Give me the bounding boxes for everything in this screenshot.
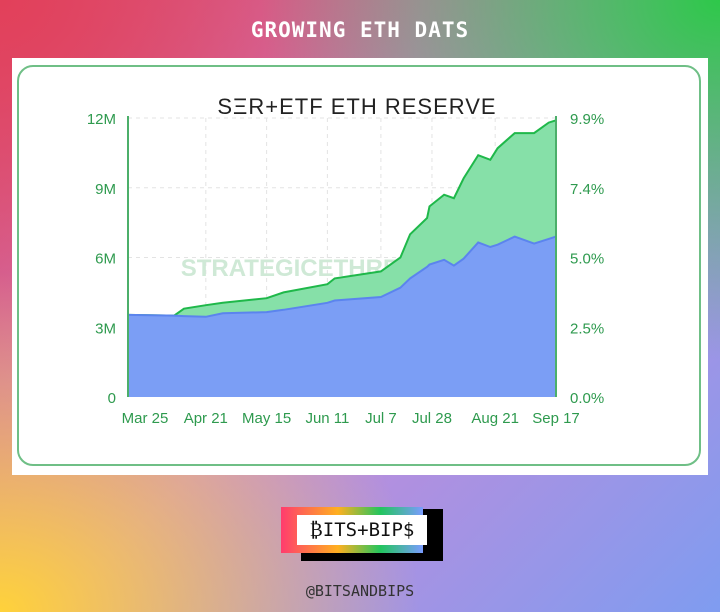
base-area xyxy=(128,236,556,397)
y2-tick-label: 0.0% xyxy=(570,390,604,407)
x-tick-label: May 15 xyxy=(242,410,291,427)
page-title: GROWING ETH DATS xyxy=(250,18,470,42)
chart-frame xyxy=(17,65,701,466)
total-line xyxy=(127,119,557,317)
x-tick-label: Mar 25 xyxy=(122,410,169,427)
x-tick-label: Jul 7 xyxy=(365,410,397,427)
x-tick-label: Apr 21 xyxy=(184,410,228,427)
y2-tick-label: 7.4% xyxy=(570,181,604,198)
y2-tick-label: 9.9% xyxy=(570,111,604,128)
y-tick-label: 12M xyxy=(87,111,116,128)
x-tick-label: Aug 21 xyxy=(471,410,519,427)
chart-title: SΞR+ETF ETH RESERVE xyxy=(217,94,496,119)
chart-card: STRATEGICETHRESERVE.XYZ SΞR+ETF ETH RESE… xyxy=(12,58,708,475)
y2-tick-label: 2.5% xyxy=(570,320,604,337)
y-tick-label: 6M xyxy=(95,251,116,268)
y-tick-label: 9M xyxy=(95,181,116,198)
base-line xyxy=(127,235,557,318)
logo-text: ₿ITS+BIP$ xyxy=(297,515,427,545)
social-handle: @BITSANDBIPS xyxy=(305,582,415,600)
x-tick-label: Jul 28 xyxy=(412,410,452,427)
area-chart: STRATEGICETHRESERVE.XYZ SΞR+ETF ETH RESE… xyxy=(87,94,604,427)
y-tick-label: 0 xyxy=(108,390,116,407)
x-tick-label: Sep 17 xyxy=(532,410,580,427)
bits-and-bips-logo: ₿ITS+BIP$ xyxy=(281,507,443,561)
x-tick-label: Jun 11 xyxy=(305,410,349,427)
y-tick-label: 3M xyxy=(95,320,116,337)
y2-tick-label: 5.0% xyxy=(570,251,604,268)
